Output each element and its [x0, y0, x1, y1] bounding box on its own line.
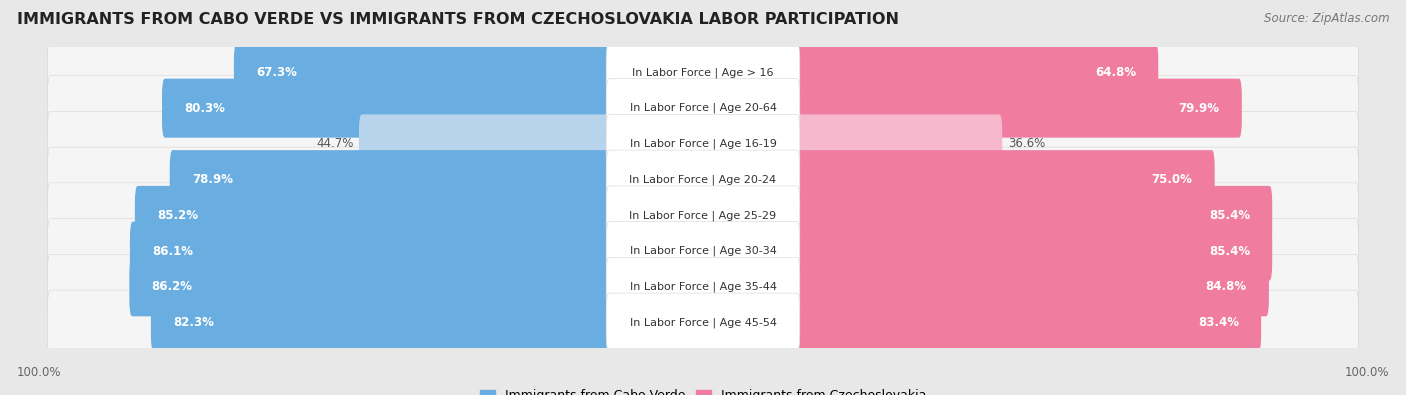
- FancyBboxPatch shape: [606, 258, 800, 316]
- Text: 100.0%: 100.0%: [1344, 366, 1389, 379]
- Text: In Labor Force | Age 30-34: In Labor Force | Age 30-34: [630, 246, 776, 256]
- FancyBboxPatch shape: [794, 222, 1272, 280]
- Text: 82.3%: 82.3%: [173, 316, 214, 329]
- FancyBboxPatch shape: [48, 111, 1358, 177]
- FancyBboxPatch shape: [794, 115, 1002, 173]
- FancyBboxPatch shape: [162, 79, 612, 137]
- FancyBboxPatch shape: [606, 150, 800, 209]
- FancyBboxPatch shape: [129, 222, 612, 280]
- FancyBboxPatch shape: [48, 290, 1358, 355]
- Text: 44.7%: 44.7%: [316, 137, 353, 150]
- Text: 80.3%: 80.3%: [184, 102, 225, 115]
- FancyBboxPatch shape: [794, 150, 1215, 209]
- FancyBboxPatch shape: [606, 115, 800, 173]
- FancyBboxPatch shape: [794, 43, 1159, 102]
- Text: In Labor Force | Age 35-44: In Labor Force | Age 35-44: [630, 282, 776, 292]
- Text: 36.6%: 36.6%: [1008, 137, 1045, 150]
- Text: In Labor Force | Age 25-29: In Labor Force | Age 25-29: [630, 210, 776, 221]
- Text: In Labor Force | Age 20-64: In Labor Force | Age 20-64: [630, 103, 776, 113]
- Text: Source: ZipAtlas.com: Source: ZipAtlas.com: [1264, 12, 1389, 25]
- Text: 83.4%: 83.4%: [1198, 316, 1239, 329]
- FancyBboxPatch shape: [233, 43, 612, 102]
- Text: 86.1%: 86.1%: [152, 245, 193, 258]
- Legend: Immigrants from Cabo Verde, Immigrants from Czechoslovakia: Immigrants from Cabo Verde, Immigrants f…: [475, 384, 931, 395]
- FancyBboxPatch shape: [794, 293, 1261, 352]
- FancyBboxPatch shape: [48, 40, 1358, 105]
- Text: In Labor Force | Age 45-54: In Labor Force | Age 45-54: [630, 317, 776, 328]
- Text: 84.8%: 84.8%: [1206, 280, 1247, 293]
- Text: 79.9%: 79.9%: [1178, 102, 1219, 115]
- FancyBboxPatch shape: [48, 75, 1358, 141]
- Text: 86.2%: 86.2%: [152, 280, 193, 293]
- Text: 85.4%: 85.4%: [1209, 245, 1250, 258]
- FancyBboxPatch shape: [48, 254, 1358, 320]
- FancyBboxPatch shape: [606, 79, 800, 137]
- FancyBboxPatch shape: [794, 258, 1268, 316]
- Text: 67.3%: 67.3%: [256, 66, 297, 79]
- Text: 85.2%: 85.2%: [157, 209, 198, 222]
- Text: In Labor Force | Age 20-24: In Labor Force | Age 20-24: [630, 174, 776, 185]
- FancyBboxPatch shape: [48, 147, 1358, 212]
- FancyBboxPatch shape: [48, 183, 1358, 248]
- Text: IMMIGRANTS FROM CABO VERDE VS IMMIGRANTS FROM CZECHOSLOVAKIA LABOR PARTICIPATION: IMMIGRANTS FROM CABO VERDE VS IMMIGRANTS…: [17, 12, 898, 27]
- FancyBboxPatch shape: [150, 293, 612, 352]
- FancyBboxPatch shape: [794, 79, 1241, 137]
- Text: In Labor Force | Age > 16: In Labor Force | Age > 16: [633, 67, 773, 78]
- FancyBboxPatch shape: [794, 186, 1272, 245]
- Text: In Labor Force | Age 16-19: In Labor Force | Age 16-19: [630, 139, 776, 149]
- Text: 75.0%: 75.0%: [1152, 173, 1192, 186]
- FancyBboxPatch shape: [606, 222, 800, 280]
- FancyBboxPatch shape: [135, 186, 612, 245]
- FancyBboxPatch shape: [48, 218, 1358, 284]
- Text: 78.9%: 78.9%: [191, 173, 233, 186]
- FancyBboxPatch shape: [606, 43, 800, 102]
- Text: 100.0%: 100.0%: [17, 366, 62, 379]
- FancyBboxPatch shape: [606, 293, 800, 352]
- Text: 64.8%: 64.8%: [1095, 66, 1136, 79]
- Text: 85.4%: 85.4%: [1209, 209, 1250, 222]
- FancyBboxPatch shape: [129, 258, 612, 316]
- FancyBboxPatch shape: [606, 186, 800, 245]
- FancyBboxPatch shape: [170, 150, 612, 209]
- FancyBboxPatch shape: [359, 115, 612, 173]
